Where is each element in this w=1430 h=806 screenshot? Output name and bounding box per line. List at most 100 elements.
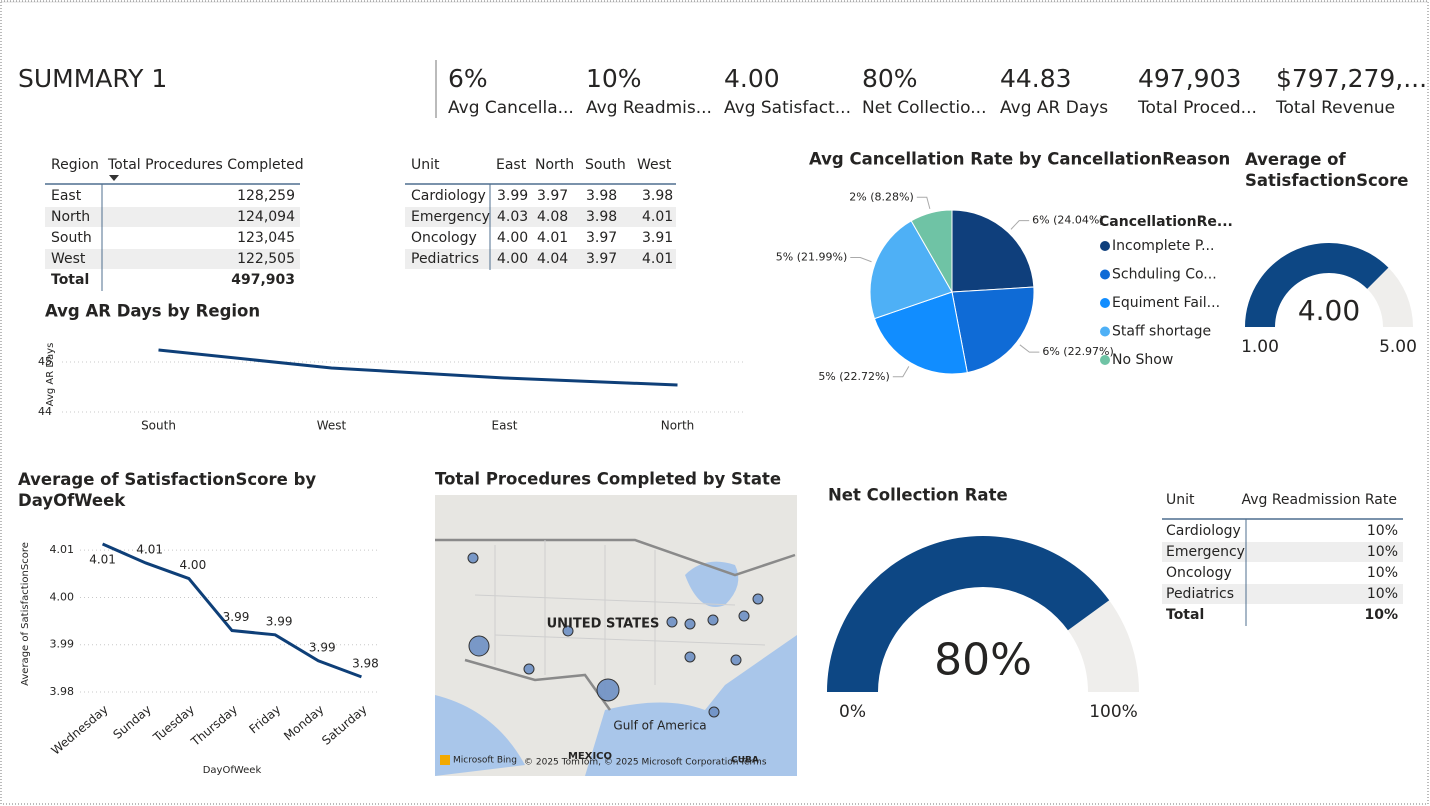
legend-swatch <box>1100 269 1110 280</box>
x-tick-label: North <box>661 419 695 433</box>
table-cell: 10% <box>1367 523 1398 539</box>
table-header: South <box>585 157 626 173</box>
table-header: Total Procedures Completed <box>107 157 304 173</box>
table-total: 10% <box>1364 607 1398 623</box>
table-cell: Emergency <box>1166 544 1245 560</box>
title-line: Average of SatisfactionScore by <box>18 470 316 489</box>
map-bubble <box>738 610 750 622</box>
pie-slice <box>873 291 968 375</box>
table-cell: 10% <box>1367 565 1398 581</box>
gauge-min: 1.00 <box>1241 337 1279 357</box>
legend-label: No Show <box>1112 352 1173 368</box>
map-border <box>435 538 796 577</box>
row-stripe <box>1162 542 1403 562</box>
row-stripe <box>405 207 676 227</box>
map-bubble <box>467 552 479 564</box>
table-header: Unit <box>1166 492 1195 508</box>
row-stripe <box>405 249 676 269</box>
table-cell: 4.08 <box>537 209 568 225</box>
legend-label: Incomplete P... <box>1112 238 1214 254</box>
table-cell: 4.01 <box>642 209 673 225</box>
table-cell: South <box>51 230 92 246</box>
legend-label: Schduling Co... <box>1112 267 1217 283</box>
data-label: 6% (22.97%) <box>1042 345 1113 358</box>
gauge-value <box>827 536 1110 692</box>
map-bubble <box>708 706 720 718</box>
legend-swatch <box>1100 326 1110 337</box>
leader-line <box>1019 344 1040 353</box>
chart-title: Average of SatisfactionScore by DayOfWeek <box>18 470 316 510</box>
legend-swatch <box>1100 241 1110 251</box>
table-cell: 3.98 <box>642 188 673 204</box>
kpi-label: Net Collectio... <box>862 98 986 118</box>
map-label: UNITED STATES <box>547 617 660 632</box>
map-bubble <box>562 625 574 637</box>
legend-swatch <box>1100 298 1110 308</box>
state-line <box>474 594 736 606</box>
map-attribution: Microsoft Bing <box>453 756 517 766</box>
row-stripe <box>45 207 300 227</box>
line-series <box>101 542 362 679</box>
kpi-value: 80% <box>862 64 918 93</box>
table-cell: Cardiology <box>1166 523 1241 539</box>
table-cell: 4.00 <box>497 230 528 246</box>
kpi-label: Total Proced... <box>1137 98 1257 118</box>
bing-logo <box>440 755 450 765</box>
table-total: 497,903 <box>231 272 295 288</box>
pie-slice <box>910 209 953 294</box>
data-label: 4.00 <box>179 558 206 572</box>
kpi-value: 44.83 <box>1000 64 1072 93</box>
x-tick-label: West <box>317 419 347 433</box>
y-axis-title: Average of SatisfactionScore <box>20 542 31 686</box>
y-tick-label: 4.01 <box>50 543 75 556</box>
table-header: Region <box>51 157 99 173</box>
table-total: Total <box>1166 607 1204 623</box>
map-attribution: Terms <box>739 758 767 768</box>
table-cell: 4.03 <box>497 209 528 225</box>
kpi-label: Avg AR Days <box>1000 98 1108 118</box>
title-line: Average of <box>1245 150 1346 169</box>
line-series <box>158 348 678 387</box>
table-cell: Pediatrics <box>1166 586 1234 602</box>
data-label: 4.01 <box>89 553 116 567</box>
pie-slice <box>951 286 1035 374</box>
page-title: SUMMARY 1 <box>18 64 167 93</box>
map-water <box>685 561 739 607</box>
kpi-label: Total Revenue <box>1275 98 1395 118</box>
gauge-value <box>1245 243 1389 327</box>
state-line <box>494 634 766 646</box>
table-cell: North <box>51 209 90 225</box>
table-cell: 3.97 <box>537 188 568 204</box>
map-bubble <box>707 614 719 626</box>
map-bubble <box>523 663 535 675</box>
y-tick-label: 3.99 <box>50 638 75 651</box>
gauge-max: 100% <box>1089 702 1138 722</box>
kpi-label: Avg Satisfact... <box>724 98 851 118</box>
map-water <box>585 635 797 776</box>
table-cell: Oncology <box>1166 565 1232 581</box>
map-bubble <box>730 654 742 666</box>
chart-title: Total Procedures Completed by State <box>435 470 781 489</box>
row-stripe <box>45 249 300 269</box>
pie-slice <box>869 220 953 320</box>
table-cell: 123,045 <box>237 230 295 246</box>
kpi-label: Avg Cancella... <box>448 98 574 118</box>
table-cell: 4.04 <box>537 251 568 267</box>
kpi-value: $797,279,... <box>1276 64 1427 93</box>
pie-slice <box>951 209 1035 293</box>
table-cell: 10% <box>1367 586 1398 602</box>
chart-title: Avg Cancellation Rate by CancellationRea… <box>809 150 1230 169</box>
chart-title: Average of SatisfactionScore <box>1245 150 1408 190</box>
table-header: West <box>637 157 672 173</box>
kpi-value: 10% <box>586 64 642 93</box>
table-cell: 3.98 <box>586 209 617 225</box>
sort-arrow <box>109 175 119 181</box>
gauge-min: 0% <box>839 702 866 722</box>
map-label: CUBA <box>731 756 759 766</box>
table-cell: 3.98 <box>586 188 617 204</box>
map-bubble <box>666 616 678 628</box>
table-cell: 128,259 <box>237 188 295 204</box>
title-line: DayOfWeek <box>18 491 126 510</box>
